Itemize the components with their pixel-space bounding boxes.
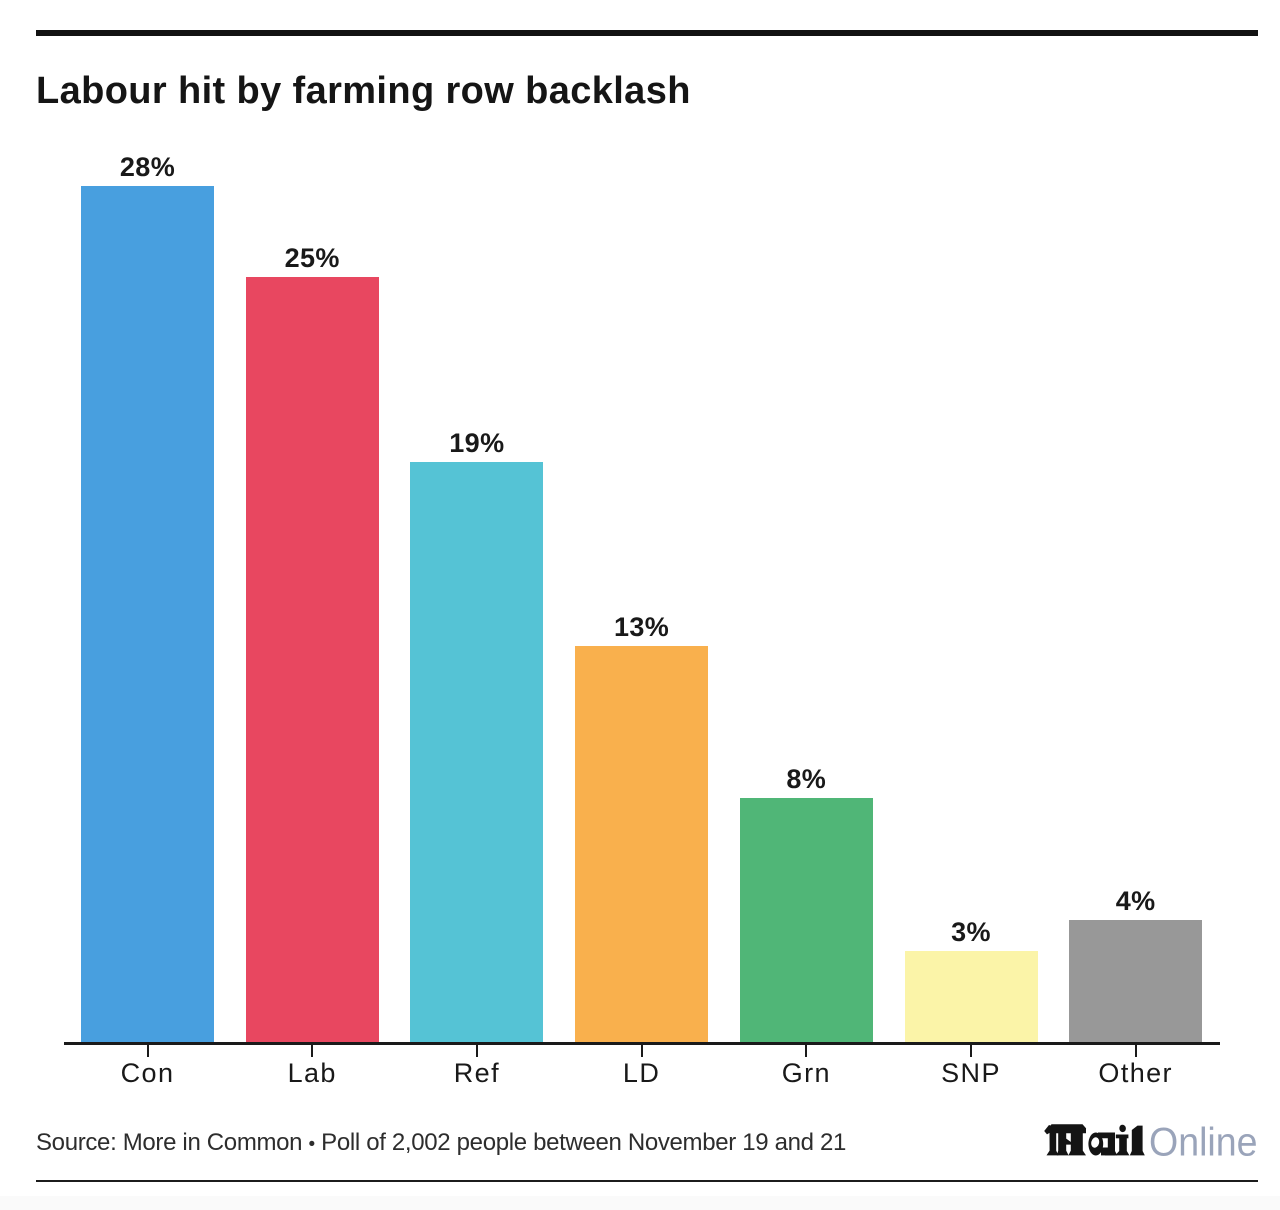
svg-text:Online: Online bbox=[1149, 1121, 1258, 1160]
